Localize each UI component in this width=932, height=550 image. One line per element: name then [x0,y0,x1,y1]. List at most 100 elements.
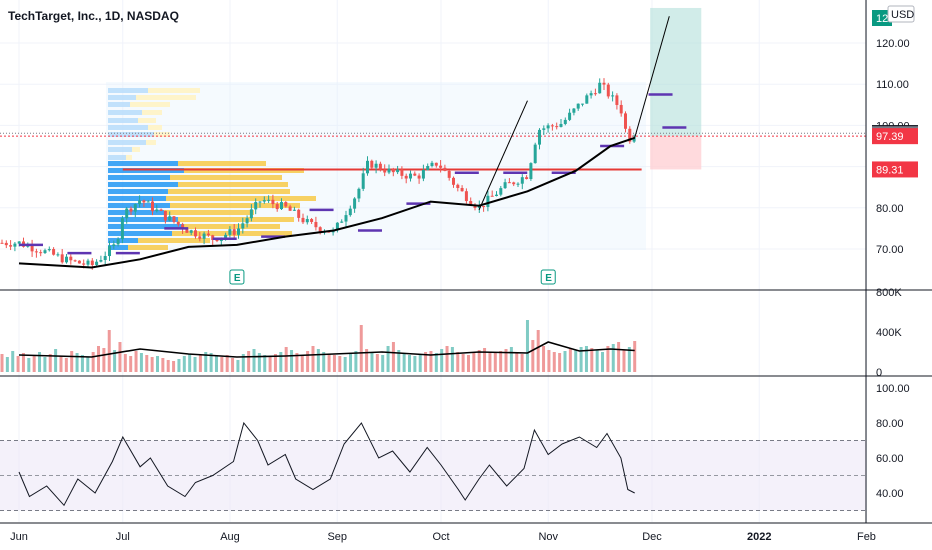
volume-bar [182,356,186,372]
candle-body [215,239,219,242]
volume-bar [214,356,218,372]
volume-bar [268,356,272,372]
volume-profile-up-bar [108,95,136,100]
volume-bar [5,357,9,372]
volume-bar [483,348,487,372]
candle-body [400,169,404,176]
candle-body [146,201,150,203]
volume-profile-up-bar [108,189,168,194]
candle-body [267,199,271,201]
candle-body [280,202,283,210]
candle-body [0,242,4,244]
volume-bar [134,351,138,372]
candle-body [464,191,468,202]
candle-body [452,177,455,185]
volume-profile-up-bar [108,175,170,180]
volume-profile-down-bar [146,140,156,145]
volume-profile-down-bar [138,238,210,243]
volume-bar [531,340,535,372]
candle-body [52,249,56,255]
candle-body [125,208,129,219]
volume-bar [617,342,621,372]
candle-body [542,128,546,130]
volume-bar [633,341,637,372]
candle-body [60,254,64,263]
rsi-pane[interactable] [0,421,866,511]
volume-bar [568,349,572,372]
candle-body [129,208,133,212]
volume-profile-up-bar [108,203,170,208]
volume-bar [150,357,154,372]
volume-profile-down-bar [178,161,266,166]
candle-body [120,218,124,240]
candle-body [396,169,400,173]
candle-body [103,256,107,260]
candle-body [181,224,185,230]
volume-profile-down-bar [170,175,282,180]
candle-body [383,169,387,173]
volume-bar [86,357,90,372]
earnings-marker[interactable] [229,269,245,285]
volume-bar [627,347,631,372]
candle-body [43,250,47,254]
candle-body [211,235,215,240]
candle-body [17,241,21,244]
volume-bar [413,356,417,372]
volume-bar [75,353,79,372]
volume-bar [472,353,476,372]
candle-body [447,170,451,178]
candle-body [529,163,533,180]
candle-body [439,165,443,168]
candle-body [194,230,197,237]
candle-body [409,173,412,179]
volume-bar [504,349,508,372]
volume-profile-up-bar [108,224,184,229]
candle-body [133,204,137,212]
candle-body [507,182,511,184]
candle-body [288,206,292,211]
volume-profile-up-bar [108,182,178,187]
volume-bar [579,347,583,372]
volume-bar [161,358,165,372]
volume-bar [27,358,31,372]
candle-body [271,199,275,205]
volume-profile-down-bar [132,147,140,152]
volume-profile-down-bar [148,125,162,130]
price-tag-bg [872,128,918,145]
volume-bar [466,355,470,372]
x-tick-label: 2022 [747,531,771,543]
currency-badge[interactable]: USD [887,5,915,23]
volume-bar [21,353,25,372]
volume-bar [434,353,438,372]
volume-bar [590,348,594,372]
candle-body [254,202,258,210]
candle-body [572,108,576,113]
candle-body [151,201,154,212]
candle-body [228,229,232,235]
earnings-marker[interactable] [540,269,556,285]
candle-body [39,252,43,254]
volume-profile-up-bar [108,140,146,145]
candle-body [619,104,623,114]
candle-body [366,160,369,174]
volume-bar [408,355,412,372]
volume-pane[interactable] [0,320,637,372]
volume-profile-down-bar [154,132,170,137]
volume-bar [38,352,42,372]
volume-average-line [18,341,635,358]
candle-body [176,221,180,225]
candle-body [421,170,425,179]
candle-body [305,219,309,223]
volume-profile-up-bar [108,196,166,201]
volume-bar [102,348,106,372]
candle-body [559,123,563,127]
volume-profile-down-bar [128,245,168,250]
volume-bar [80,355,84,372]
candle-body [30,245,34,252]
volume-profile-up-bar [108,118,138,123]
volume-profile-up-bar [108,110,142,115]
volume-bar [188,354,192,372]
volume-bar [257,353,261,372]
